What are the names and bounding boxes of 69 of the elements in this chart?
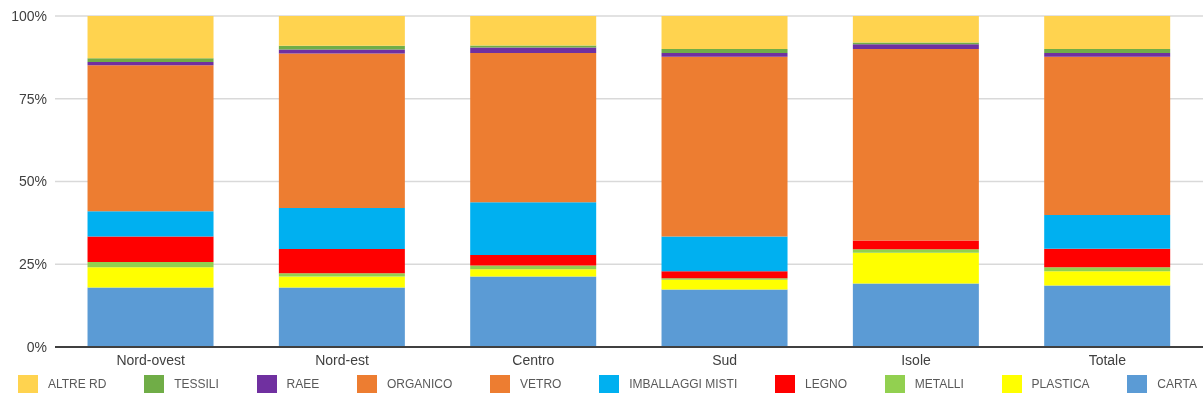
bar: [278, 276, 405, 288]
bar: [87, 261, 214, 268]
bar: [278, 249, 405, 274]
legend-label: METALLI: [914, 377, 964, 391]
bar: [1044, 214, 1171, 249]
x-tick-label: Centro: [512, 351, 555, 368]
y-tick-label: 0%: [26, 338, 47, 355]
bar: [661, 56, 788, 237]
bar: [470, 53, 597, 203]
bar: [278, 287, 405, 347]
bar: [470, 269, 597, 277]
bar: [852, 16, 979, 43]
bar: [661, 236, 788, 272]
legend-label: PLASTICA: [1031, 377, 1090, 391]
bar: [470, 254, 597, 266]
legend-label: IMBALLAGGI MISTI: [629, 377, 738, 391]
bar: [470, 47, 597, 54]
bar: [661, 49, 788, 54]
bar: [852, 240, 979, 250]
bar: [87, 65, 214, 212]
bar: [661, 279, 788, 290]
bar: [1044, 49, 1171, 54]
bar: [470, 276, 597, 347]
bar: [852, 283, 979, 347]
bar: [1044, 285, 1171, 347]
y-tick-label: 50%: [18, 173, 47, 190]
bar: [1044, 248, 1171, 268]
bar: [1044, 56, 1171, 215]
bar: [278, 16, 405, 46]
bar: [278, 53, 405, 208]
x-tick-label: Nord-ovest: [116, 351, 186, 368]
bar: [661, 271, 788, 279]
bar: [470, 16, 597, 46]
legend-label: CARTA: [1157, 377, 1197, 391]
bar: [87, 211, 214, 237]
legend-label: ORGANICO: [387, 377, 453, 391]
bar: [1044, 271, 1171, 286]
legend-label: ALTRE RD: [48, 377, 107, 391]
bar: [1044, 267, 1171, 272]
bar: [87, 236, 214, 262]
legend-label: TESSILI: [174, 377, 219, 391]
bar: [852, 44, 979, 50]
bar: [852, 252, 979, 284]
legend-label: VETRO: [520, 377, 562, 391]
x-tick-label: Isole: [901, 351, 931, 368]
y-tick-label: 100%: [11, 7, 47, 24]
x-tick-label: Nord-est: [315, 351, 369, 368]
bar: [852, 49, 979, 241]
legend-label: LEGNO: [804, 377, 847, 391]
y-tick-label: 25%: [18, 256, 47, 273]
x-tick-label: Sud: [712, 351, 738, 368]
bar: [661, 16, 788, 50]
bar: [661, 289, 788, 347]
bar: [87, 287, 214, 347]
bar: [278, 207, 405, 250]
bar: [661, 53, 788, 57]
x-tick-label: Totale: [1088, 351, 1127, 368]
bar: [1044, 16, 1171, 50]
bar: [87, 58, 214, 63]
bar: [87, 267, 214, 288]
bar: [87, 62, 214, 66]
bar: [278, 49, 405, 54]
bar: [1044, 53, 1171, 57]
legend-label: RAEE: [286, 377, 320, 391]
bar: [278, 273, 405, 277]
bar: [87, 16, 214, 59]
bar: [852, 249, 979, 253]
y-tick-label: 75%: [18, 90, 47, 107]
bar: [470, 202, 597, 255]
